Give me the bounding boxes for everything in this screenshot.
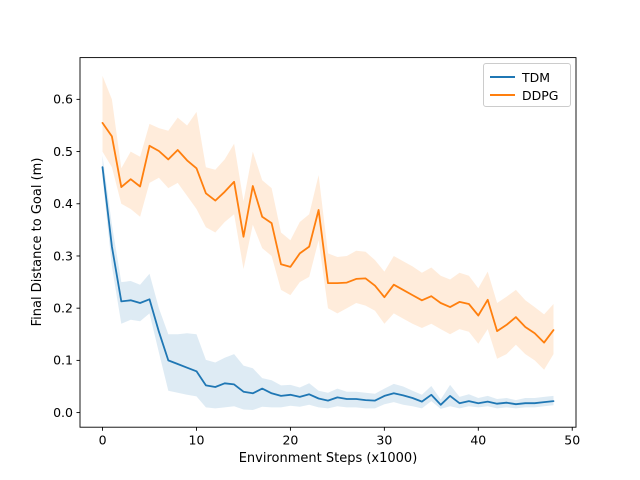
legend-label-tdm: TDM — [522, 69, 551, 85]
ddpg-confidence-band — [102, 75, 554, 370]
y-tick-label: 0.4 — [53, 196, 73, 211]
x-tick-label: 50 — [564, 433, 580, 448]
x-axis-label: Environment Steps (x1000) — [238, 451, 418, 466]
tdm-line — [101, 166, 555, 406]
tdm-line-swatch-icon — [490, 76, 515, 78]
y-axis-label: Final Distance to Goal (m) — [30, 157, 45, 327]
x-tick-label: 0 — [99, 433, 107, 448]
ddpg-line-swatch-icon — [490, 94, 515, 96]
y-tick-label: 0.5 — [53, 144, 73, 159]
y-tick-label: 0.3 — [53, 248, 73, 263]
axes-spines — [79, 57, 577, 428]
y-tick-label: 0.0 — [53, 405, 73, 420]
x-tick-label: 10 — [189, 433, 205, 448]
legend: TDM DDPG — [483, 63, 571, 107]
x-tick-label: 40 — [470, 433, 486, 448]
x-tick-label: 20 — [282, 433, 298, 448]
y-tick-label: 0.1 — [53, 353, 73, 368]
x-tick-label: 30 — [376, 433, 392, 448]
ddpg-line — [101, 122, 555, 344]
legend-item-ddpg: DDPG — [490, 86, 570, 104]
legend-item-tdm: TDM — [490, 68, 570, 86]
y-tick-label: 0.6 — [53, 92, 73, 107]
legend-label-ddpg: DDPG — [522, 87, 559, 103]
y-tick-label: 0.2 — [53, 300, 73, 315]
